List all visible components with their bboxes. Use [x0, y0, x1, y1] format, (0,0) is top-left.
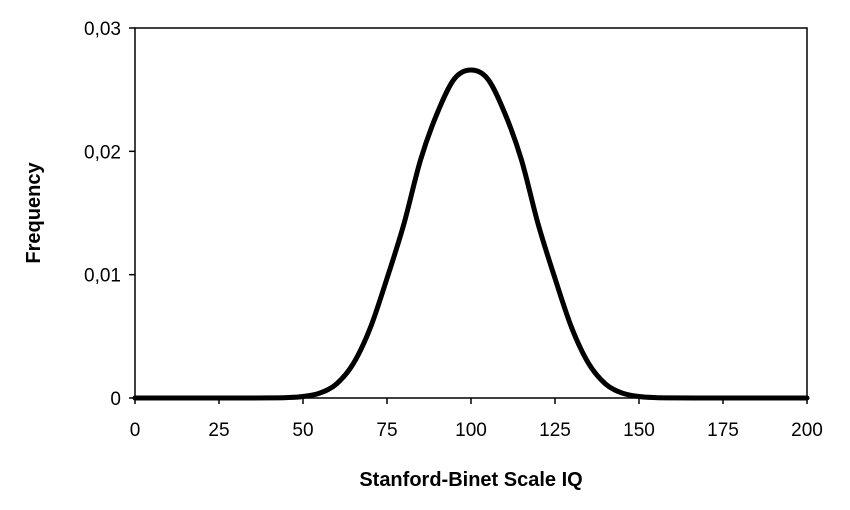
- x-axis-ticks: 0 25 50 75 100 125 150 175 200: [130, 398, 823, 441]
- series-line-frequency: [132, 67, 810, 401]
- x-axis-title: Stanford-Binet Scale IQ: [359, 469, 582, 491]
- y-tick-label: 0,03: [84, 19, 121, 40]
- x-tick-label: 125: [539, 420, 571, 441]
- x-tick-label: 150: [623, 420, 655, 441]
- x-tick-label: 75: [376, 420, 397, 441]
- y-tick-label: 0,02: [84, 142, 121, 163]
- x-tick-label: 175: [707, 420, 739, 441]
- plot-area-frame: [134, 27, 808, 399]
- y-tick-label: 0: [110, 389, 121, 410]
- y-axis-ticks: 0 0,01 0,02 0,03: [84, 19, 135, 410]
- y-axis-title: Frequency: [23, 162, 45, 264]
- x-tick-label: 0: [130, 420, 141, 441]
- y-tick-label: 0,01: [84, 266, 121, 287]
- x-tick-label: 200: [791, 420, 823, 441]
- x-tick-label: 25: [208, 420, 229, 441]
- x-tick-label: 50: [292, 420, 313, 441]
- x-tick-label: 100: [455, 420, 487, 441]
